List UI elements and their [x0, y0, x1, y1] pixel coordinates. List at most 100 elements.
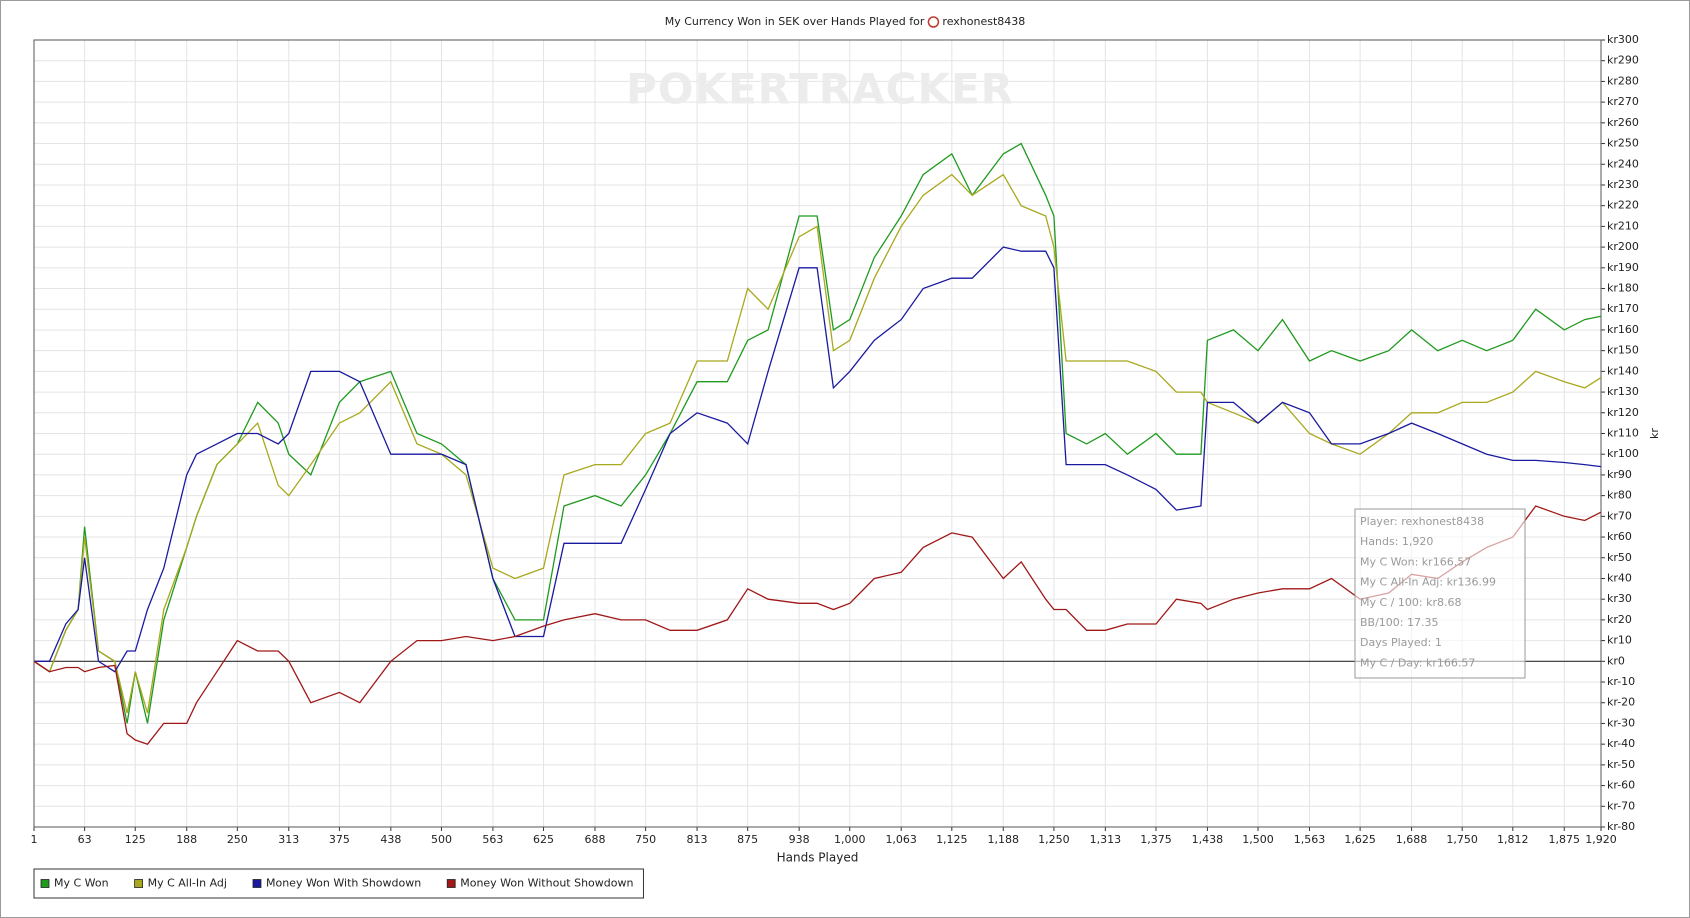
y-tick-label: kr300: [1607, 33, 1639, 46]
tooltip-line: My C All-In Adj: kr136.99: [1360, 576, 1496, 589]
x-tick-label: 1,875: [1549, 833, 1581, 846]
y-tick-label: kr50: [1607, 551, 1632, 564]
x-tick-label: 750: [635, 833, 656, 846]
y-tick-label: kr140: [1607, 364, 1639, 377]
x-tick-label: 1,063: [885, 833, 917, 846]
y-tick-label: kr210: [1607, 219, 1639, 232]
x-tick-label: 125: [125, 833, 146, 846]
x-tick-label: 563: [482, 833, 503, 846]
legend-swatch: [446, 879, 456, 888]
y-tick-label: kr220: [1607, 199, 1639, 212]
y-tick-label: kr190: [1607, 261, 1639, 274]
y-tick-label: kr180: [1607, 282, 1639, 295]
x-tick-label: 875: [737, 833, 758, 846]
y-tick-label: kr130: [1607, 385, 1639, 398]
tooltip-line: Days Played: 1: [1360, 636, 1442, 649]
y-tick-label: kr230: [1607, 178, 1639, 191]
watermark: POKERTRACKER: [626, 65, 1014, 114]
x-tick-label: 1,375: [1140, 833, 1172, 846]
x-tick-label: 1,625: [1344, 833, 1376, 846]
series-line: [33, 173, 1602, 714]
chart-title: My Currency Won in SEK over Hands Played…: [665, 15, 925, 28]
legend-swatch: [134, 879, 144, 888]
x-tick-label: 1,250: [1038, 833, 1070, 846]
legend-label: Money Won With Showdown: [266, 877, 421, 890]
y-tick-label: kr20: [1607, 613, 1632, 626]
y-tick-label: kr250: [1607, 137, 1639, 150]
y-tick-label: kr260: [1607, 116, 1639, 129]
y-tick-label: kr120: [1607, 406, 1639, 419]
tooltip-line: My C Won: kr166.57: [1360, 555, 1471, 568]
x-tick-label: 1,688: [1396, 833, 1428, 846]
x-axis-title: Hands Played: [777, 851, 859, 865]
y-tick-label: kr280: [1607, 74, 1639, 87]
y-axis-title: kr: [1648, 428, 1661, 439]
x-tick-label: 1,438: [1192, 833, 1224, 846]
legend-label: Money Won Without Showdown: [460, 877, 633, 890]
plot-border: [33, 39, 1602, 828]
tooltip-line: Hands: 1,920: [1360, 535, 1433, 548]
x-tick-label: 1,750: [1446, 833, 1478, 846]
y-tick-label: kr200: [1607, 240, 1639, 253]
legend-swatch: [252, 879, 262, 888]
x-tick-label: 625: [533, 833, 554, 846]
y-tick-label: kr90: [1607, 468, 1632, 481]
legend-label: My C All-In Adj: [148, 877, 227, 890]
x-tick-label: 1,920: [1585, 833, 1617, 846]
y-tick-label: kr70: [1607, 509, 1632, 522]
y-tick-label: kr170: [1607, 302, 1639, 315]
x-tick-label: 1,812: [1497, 833, 1529, 846]
x-tick-label: 313: [278, 833, 299, 846]
x-tick-label: 63: [78, 833, 92, 846]
y-tick-label: kr10: [1607, 634, 1632, 647]
y-tick-label: kr60: [1607, 530, 1632, 543]
y-tick-label: kr150: [1607, 344, 1639, 357]
x-tick-label: 375: [329, 833, 350, 846]
y-tick-label: kr-20: [1607, 696, 1635, 709]
x-tick-label: 1,563: [1294, 833, 1326, 846]
tooltip-line: My C / 100: kr8.68: [1360, 596, 1461, 609]
y-tick-label: kr270: [1607, 95, 1639, 108]
y-tick-label: kr100: [1607, 447, 1639, 460]
y-tick-label: kr0: [1607, 654, 1625, 667]
x-tick-label: 188: [176, 833, 197, 846]
x-tick-label: 1,500: [1242, 833, 1274, 846]
x-tick-label: 1,313: [1090, 833, 1122, 846]
y-tick-label: kr-60: [1607, 779, 1635, 792]
x-tick-label: 438: [380, 833, 401, 846]
x-tick-label: 500: [431, 833, 452, 846]
series-line: [34, 246, 1602, 673]
player-icon: [927, 16, 940, 28]
y-tick-label: kr290: [1607, 54, 1639, 67]
y-tick-label: kr-10: [1607, 675, 1635, 688]
x-tick-label: 688: [584, 833, 605, 846]
tooltip-line: Player: rexhonest8438: [1360, 515, 1484, 528]
y-tick-label: kr-40: [1607, 737, 1635, 750]
y-tick-label: kr40: [1607, 571, 1632, 584]
x-tick-label: 1,000: [834, 833, 866, 846]
x-tick-label: 1,188: [988, 833, 1020, 846]
x-tick-label: 1,125: [936, 833, 968, 846]
x-tick-label: 1: [31, 833, 38, 846]
legend-swatch: [40, 879, 50, 888]
y-tick-label: kr-30: [1607, 716, 1635, 729]
x-tick-label: 938: [789, 833, 810, 846]
y-tick-label: kr-50: [1607, 758, 1635, 771]
x-tick-label: 813: [687, 833, 708, 846]
tooltip-line: BB/100: 17.35: [1360, 616, 1439, 629]
y-tick-label: kr110: [1607, 427, 1639, 440]
player-name: rexhonest8438: [942, 15, 1025, 28]
x-tick-label: 250: [227, 833, 248, 846]
y-tick-label: kr80: [1607, 489, 1632, 502]
y-tick-label: kr-70: [1607, 799, 1635, 812]
tooltip-box: [1354, 508, 1526, 679]
series-line: [33, 505, 1602, 745]
y-tick-label: kr160: [1607, 323, 1639, 336]
y-tick-label: kr30: [1607, 592, 1632, 605]
tooltip-line: My C / Day: kr166.57: [1360, 656, 1475, 669]
y-tick-label: kr240: [1607, 157, 1639, 170]
y-tick-label: kr-80: [1607, 820, 1635, 833]
legend-label: My C Won: [54, 877, 109, 890]
